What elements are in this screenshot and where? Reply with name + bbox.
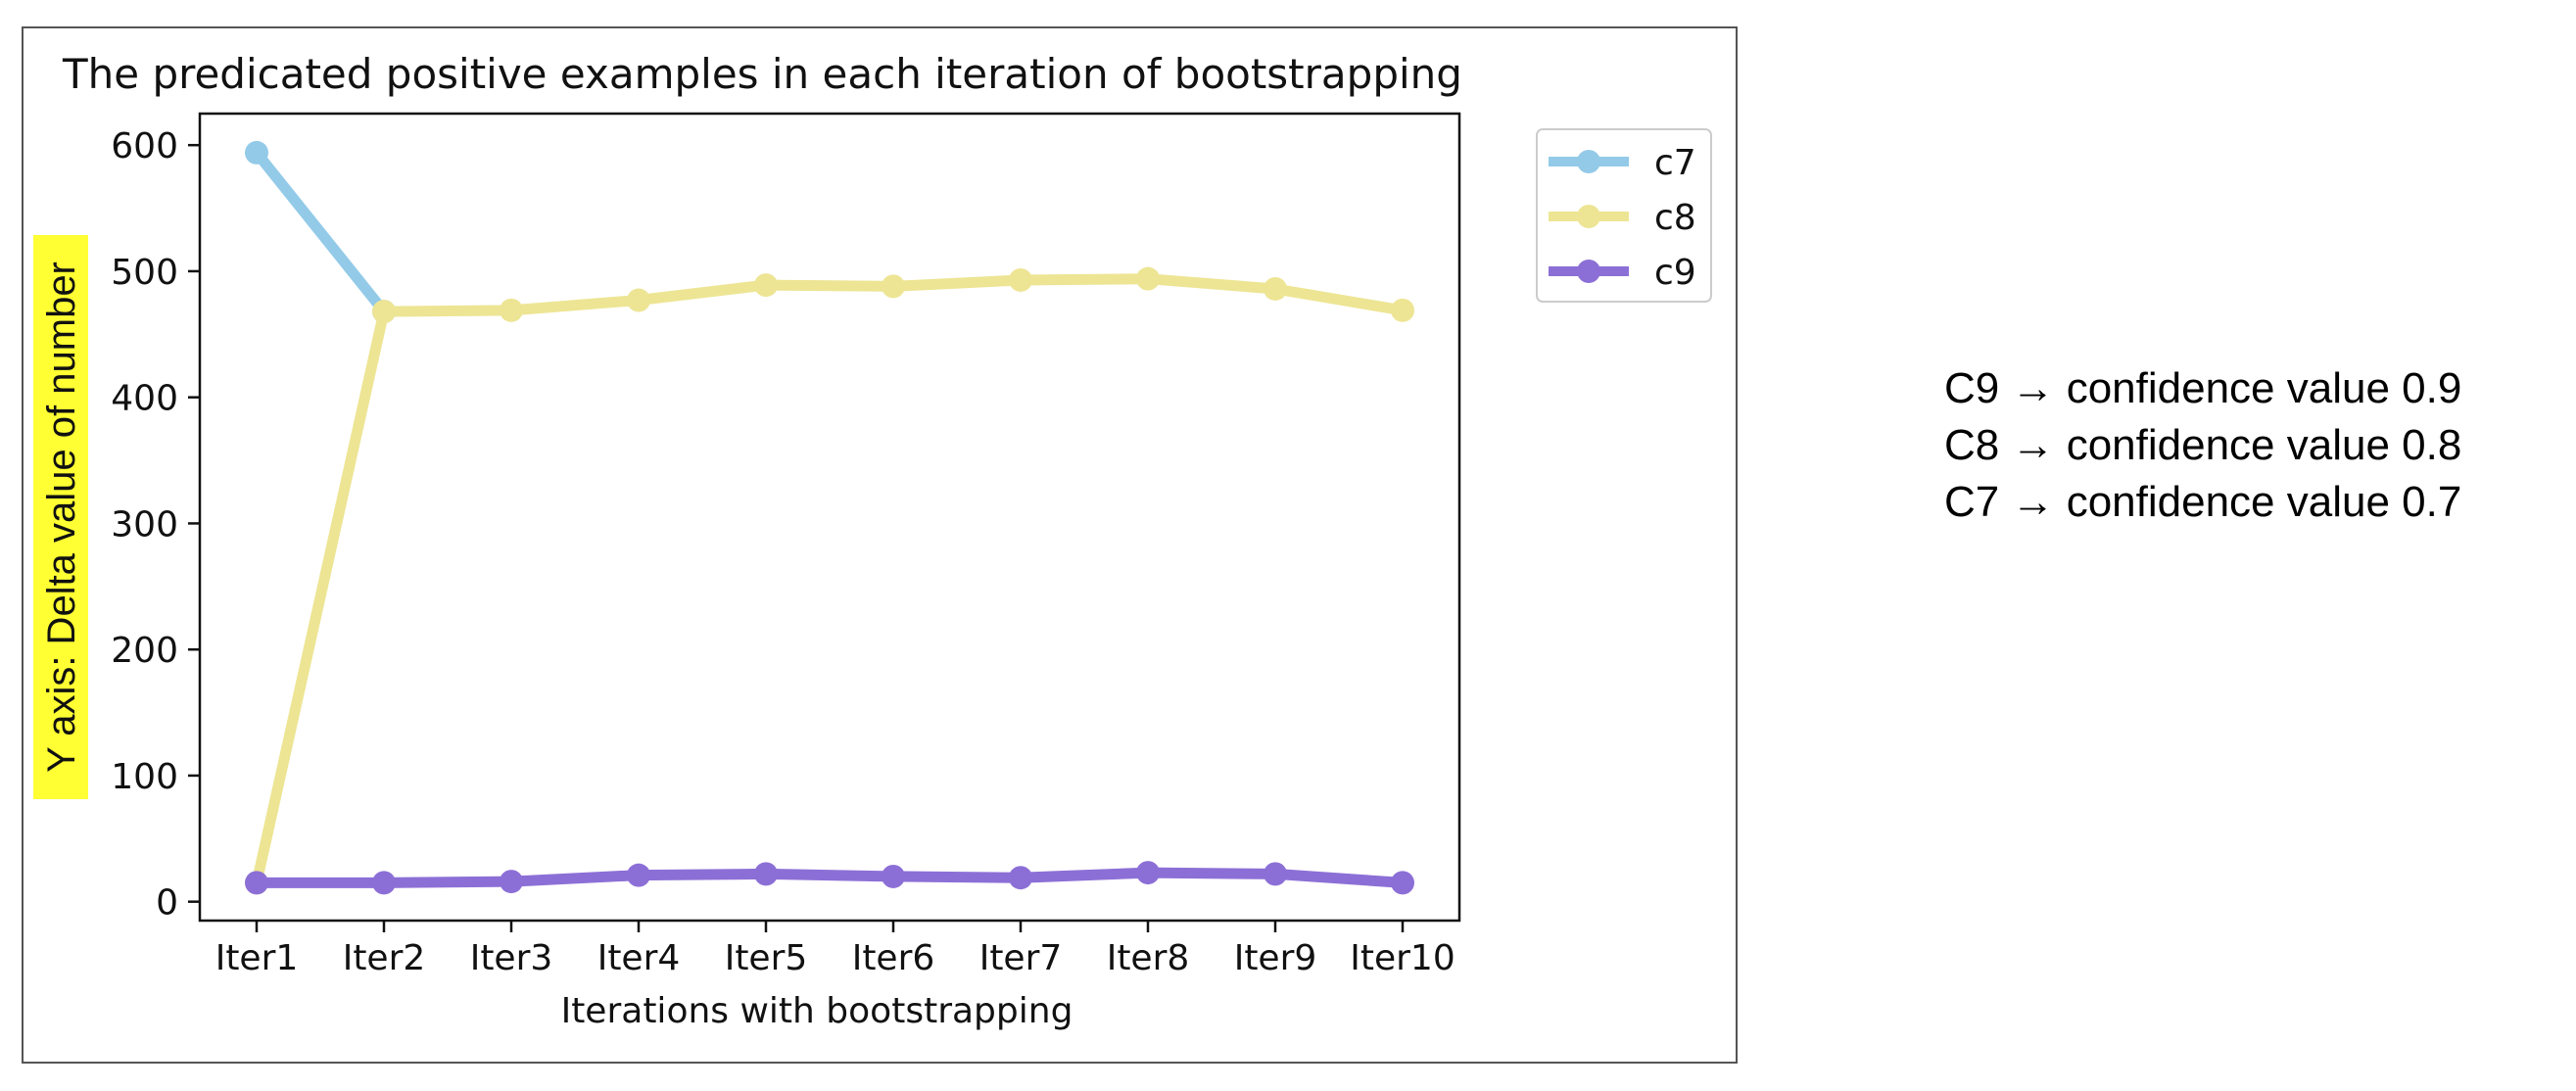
data-point-c8	[372, 300, 396, 324]
y-tick-label: 400	[111, 379, 178, 419]
data-point-c8	[1391, 298, 1414, 322]
data-point-c8	[500, 298, 523, 322]
data-point-c9	[372, 871, 396, 895]
data-point-c9	[500, 870, 523, 894]
data-point-c8	[627, 288, 650, 312]
data-point-c9	[1264, 862, 1287, 886]
x-axis-label: Iterations with bootstrapping	[561, 991, 1073, 1031]
series-layer	[245, 140, 1414, 895]
data-point-c8	[754, 273, 778, 298]
data-point-c9	[627, 863, 650, 887]
note-c8: C8 → confidence value 0.8	[1944, 421, 2462, 469]
series-line-c8	[251, 273, 1408, 888]
x-tick-label: Iter6	[852, 938, 935, 978]
legend-swatch-marker-c9	[1577, 260, 1600, 283]
legend-label-c9: c9	[1654, 253, 1696, 293]
y-axis-label-group: Y axis: Delta value of number	[33, 235, 88, 799]
data-point-c9	[1391, 871, 1414, 895]
plot-area	[198, 112, 1461, 923]
x-tick-label: Iter4	[597, 938, 681, 978]
x-tick-label: Iter1	[215, 938, 299, 978]
note-c9: C9 → confidence value 0.9	[1944, 364, 2462, 412]
y-tick-label: 0	[156, 883, 178, 924]
y-axis-label-highlight	[33, 235, 88, 799]
confidence-notes: C9 → confidence value 0.9 C8 → confidenc…	[1944, 360, 2461, 531]
legend-swatch-marker-c7	[1577, 150, 1600, 173]
x-tick-label: Iter7	[979, 938, 1063, 978]
data-point-c9	[245, 871, 268, 895]
series-line-c7	[251, 147, 390, 317]
y-tick-label: 100	[111, 757, 178, 797]
data-point-c9	[1009, 866, 1032, 890]
y-axis-label: Y axis: Delta value of number	[40, 261, 83, 773]
x-axis-ticks: Iter1 Iter2 Iter3 Iter4 Iter5 Iter6 Iter7 Iter8…	[215, 921, 1455, 978]
y-tick-label: 500	[111, 253, 178, 293]
series-c9	[245, 861, 1414, 895]
x-tick-label: Iter5	[725, 938, 808, 978]
x-tick-label: Iter10	[1350, 938, 1455, 978]
data-point-c8	[1264, 276, 1287, 301]
chart-frame: The predicated positive examples in each…	[22, 26, 1738, 1064]
data-point-c9	[882, 864, 905, 888]
legend: c7 c8 c9	[1536, 128, 1712, 303]
x-tick-label: Iter2	[343, 938, 426, 978]
data-point-c8	[1009, 267, 1032, 292]
data-point-c8	[1136, 266, 1160, 291]
y-tick-label: 600	[111, 126, 178, 166]
data-point-c7	[245, 140, 268, 165]
chart-title: The predicated positive examples in each…	[62, 50, 1462, 98]
y-tick-label: 200	[111, 631, 178, 671]
x-tick-label: Iter8	[1107, 938, 1190, 978]
chart-svg: The predicated positive examples in each…	[33, 50, 1712, 1031]
note-c7: C7 → confidence value 0.7	[1944, 478, 2462, 526]
data-point-c8	[882, 274, 905, 299]
legend-label-c8: c8	[1654, 198, 1696, 238]
y-tick-label: 300	[111, 504, 178, 545]
x-tick-label: Iter9	[1234, 938, 1317, 978]
legend-swatch-marker-c8	[1577, 205, 1600, 228]
y-axis-ticks: 0 100 200 300 400 500 600	[111, 126, 200, 924]
x-tick-label: Iter3	[470, 938, 553, 978]
series-c8	[245, 266, 1414, 895]
legend-label-c7: c7	[1654, 143, 1696, 183]
data-point-c9	[754, 862, 778, 886]
series-line-c9	[251, 867, 1408, 888]
data-point-c9	[1136, 861, 1160, 885]
